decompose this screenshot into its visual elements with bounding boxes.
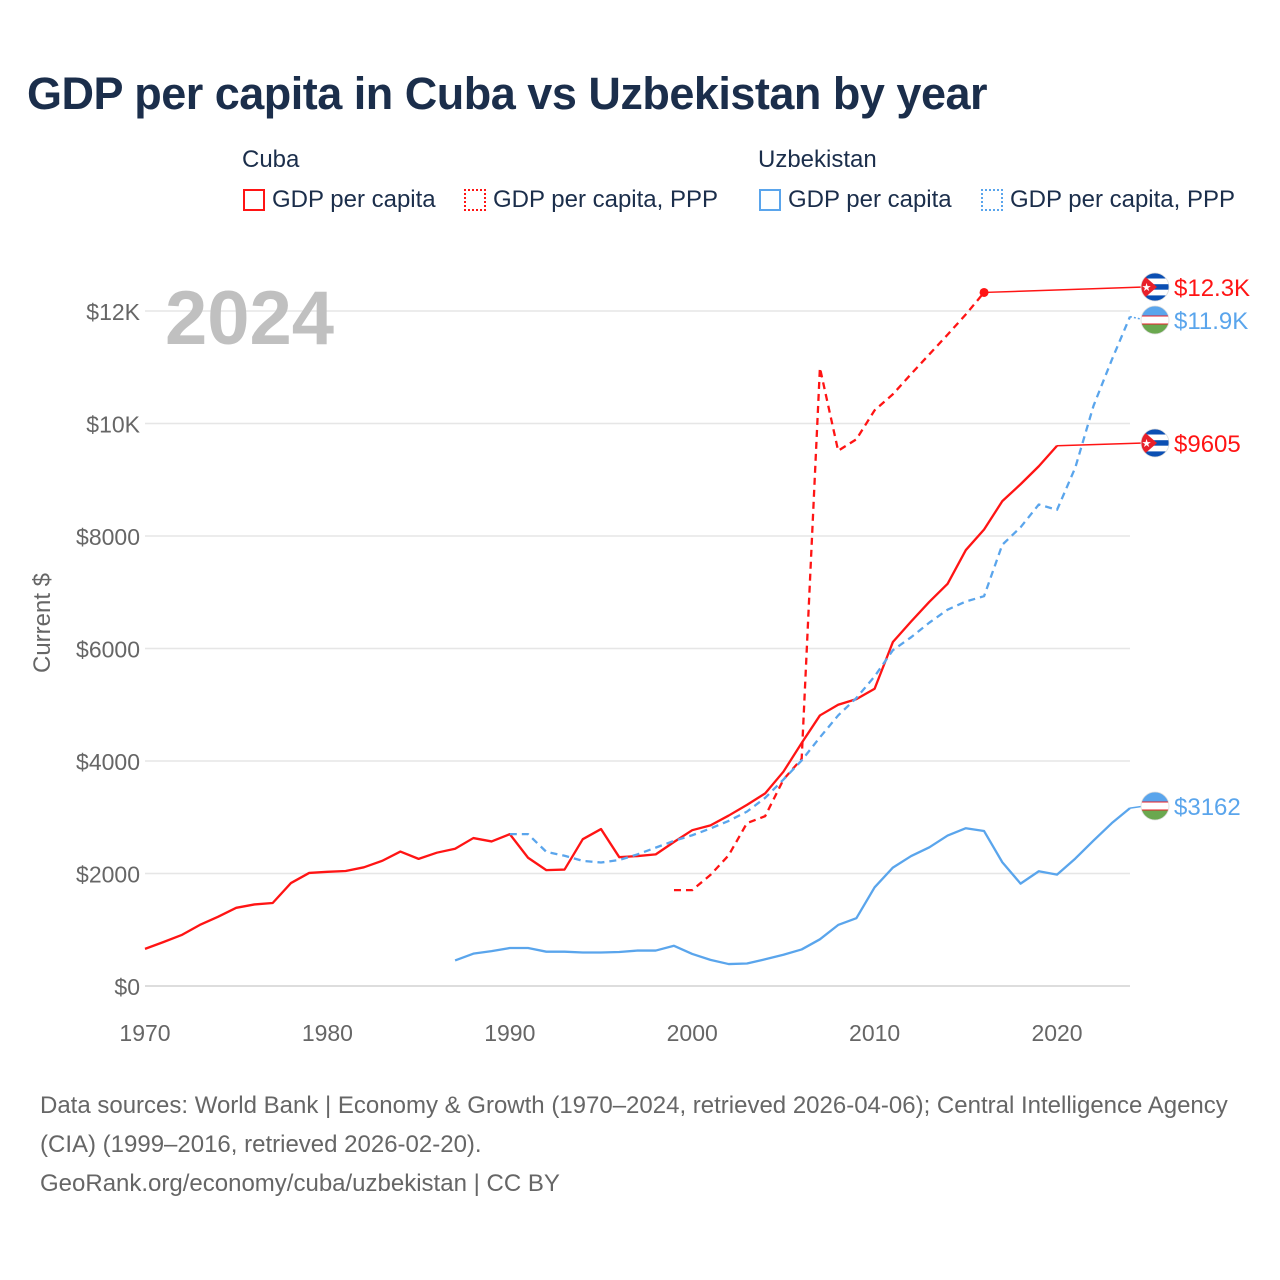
legend-swatch-solid xyxy=(243,189,265,211)
end-value-label: $9605 xyxy=(1174,431,1241,458)
x-tick-label: 1980 xyxy=(302,1020,353,1046)
footer: Data sources: World Bank | Economy & Gro… xyxy=(40,1086,1250,1203)
legend-group-cuba: Cuba xyxy=(242,146,300,173)
legend-item-uzbekistan-gdp[interactable]: GDP per capita xyxy=(759,186,952,214)
x-tick-label: 2010 xyxy=(849,1020,900,1046)
legend-item-cuba-ppp[interactable]: GDP per capita, PPP xyxy=(464,186,718,214)
y-tick-label: $2000 xyxy=(76,862,140,888)
uzbekistan-flag-icon xyxy=(1140,791,1170,821)
legend-swatch-dotted xyxy=(464,189,486,211)
cuba-flag-icon: ★ xyxy=(1140,428,1170,458)
year-watermark: 2024 xyxy=(165,276,334,361)
series-line-2 xyxy=(454,807,1131,966)
x-tick-label: 2000 xyxy=(667,1020,718,1046)
series-line-0 xyxy=(144,444,1058,950)
flag-border xyxy=(1140,428,1170,458)
svg-text:★: ★ xyxy=(1142,438,1152,450)
legend-swatch-dotted xyxy=(981,189,1003,211)
end-dot xyxy=(979,287,989,297)
y-tick-label: $4000 xyxy=(76,749,140,775)
source-link[interactable]: GeoRank.org/economy/cuba/uzbekistan | CC… xyxy=(40,1170,560,1197)
series-line-3 xyxy=(509,316,1132,864)
y-tick-label: $10K xyxy=(86,412,140,438)
line-chart: $0 $2000 $4000 $6000 $8000 $10K $12K 1970 1980 19… xyxy=(29,272,1250,1046)
flag-border xyxy=(1140,791,1170,821)
cuba-flag-icon: ★ xyxy=(1140,272,1170,302)
legend-label: GDP per capita, PPP xyxy=(493,186,718,213)
svg-text:★: ★ xyxy=(1142,282,1152,294)
chart-title: GDP per capita in Cuba vs Uzbekistan by … xyxy=(27,68,988,119)
legend-item-uzbekistan-ppp[interactable]: GDP per capita, PPP xyxy=(981,186,1235,214)
end-value-label: $12.3K xyxy=(1174,275,1250,302)
x-tick-label: 1970 xyxy=(119,1020,170,1046)
flag-border xyxy=(1140,305,1170,335)
y-tick-label: $6000 xyxy=(76,637,140,663)
end-value-label: $11.9K xyxy=(1174,308,1248,335)
data-sources: Data sources: World Bank | Economy & Gro… xyxy=(40,1092,1228,1158)
y-tick-label: $12K xyxy=(86,299,140,325)
series-line-1 xyxy=(673,291,985,892)
end-connector xyxy=(1057,442,1146,447)
legend-item-cuba-gdp[interactable]: GDP per capita xyxy=(243,186,436,214)
x-tick-label: 1990 xyxy=(484,1020,535,1046)
flag-border xyxy=(1140,272,1170,302)
legend-label: GDP per capita, PPP xyxy=(1010,186,1235,213)
y-axis-label: Current $ xyxy=(29,573,56,673)
x-tick-label: 2020 xyxy=(1031,1020,1082,1046)
end-connector xyxy=(984,286,1146,294)
y-tick-label: $0 xyxy=(114,974,140,1000)
y-tick-label: $8000 xyxy=(76,524,140,550)
end-value-label: $3162 xyxy=(1174,794,1241,821)
uzbekistan-flag-icon xyxy=(1140,305,1170,335)
legend-group-uzbekistan: Uzbekistan xyxy=(758,146,877,173)
legend-swatch-solid xyxy=(759,189,781,211)
legend-label: GDP per capita xyxy=(788,186,952,213)
legend-label: GDP per capita xyxy=(272,186,436,213)
